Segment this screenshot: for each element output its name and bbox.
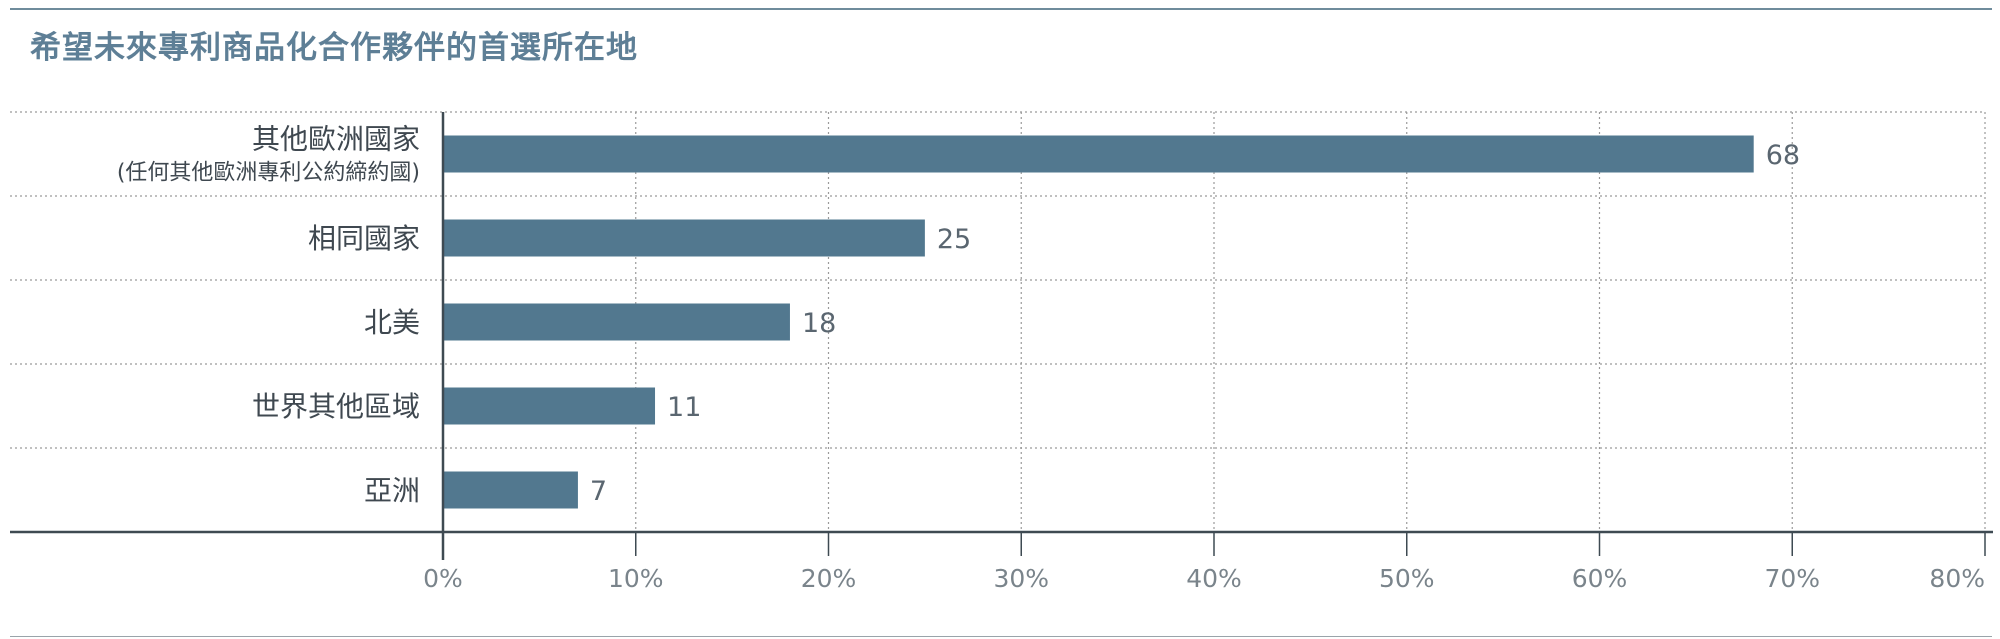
x-tick-label: 60% <box>1572 564 1628 593</box>
x-tick-label: 40% <box>1186 564 1242 593</box>
value-label: 68 <box>1766 140 1800 171</box>
bar <box>443 220 925 257</box>
bottom-rule <box>10 636 1992 637</box>
value-label: 25 <box>937 224 971 255</box>
category-label: 世界其他區域 <box>252 390 420 423</box>
category-label: 北美 <box>364 306 420 339</box>
x-tick-label: 70% <box>1764 564 1820 593</box>
x-tick-label: 10% <box>608 564 664 593</box>
bar <box>443 388 655 425</box>
value-label: 11 <box>667 392 701 423</box>
x-tick-label: 20% <box>801 564 857 593</box>
x-tick-label: 50% <box>1379 564 1435 593</box>
value-label: 7 <box>590 476 607 507</box>
x-tick-label: 0% <box>423 564 463 593</box>
x-tick-label: 30% <box>993 564 1049 593</box>
bar <box>443 304 790 341</box>
x-tick-label: 80% <box>1929 564 1985 593</box>
category-label: 亞洲 <box>364 474 420 507</box>
bar <box>443 136 1754 173</box>
category-label: 相同國家 <box>308 222 420 255</box>
category-label: 其他歐洲國家 <box>252 123 420 156</box>
bar <box>443 472 578 509</box>
category-label: (任何其他歐洲專利公約締約國) <box>117 161 420 186</box>
value-label: 18 <box>802 308 836 339</box>
